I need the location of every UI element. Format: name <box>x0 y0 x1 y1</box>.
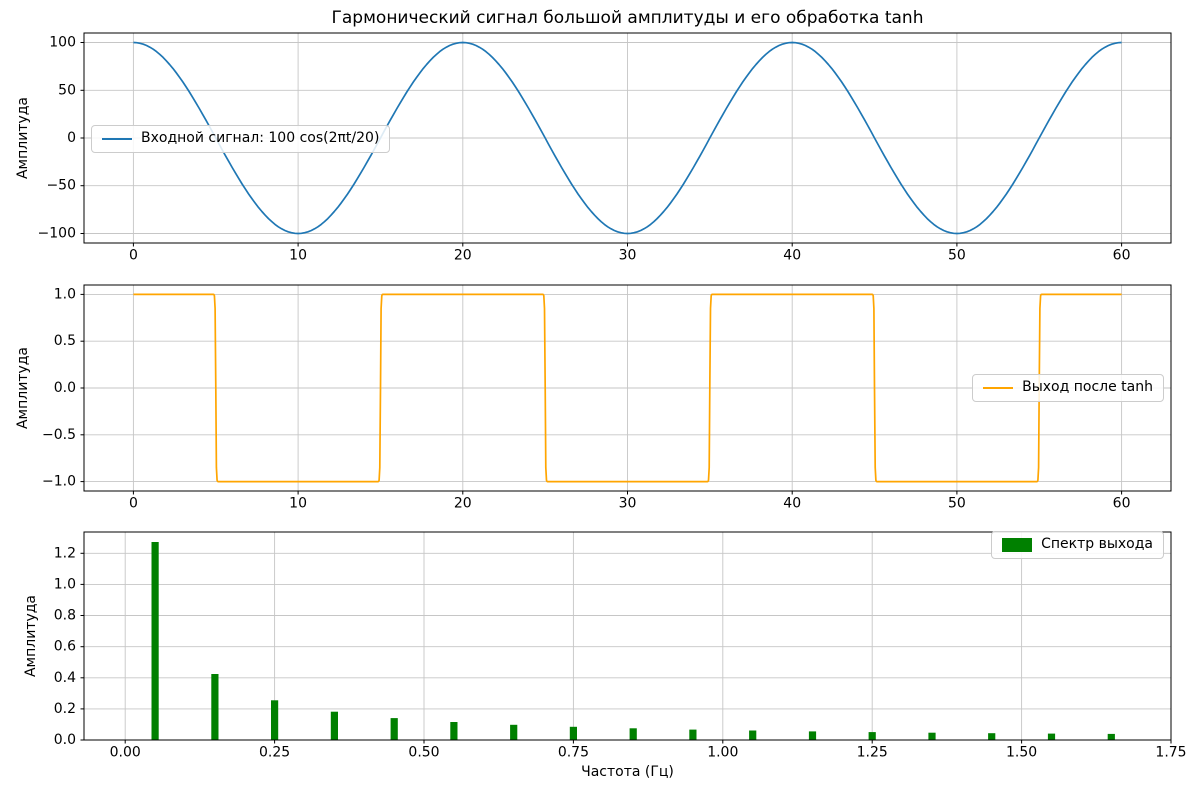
spectrum-bar <box>629 728 637 740</box>
y-tick-label: 1.0 <box>54 576 76 592</box>
spectrum-bar <box>988 733 996 740</box>
legend-patch-swatch <box>1002 537 1033 552</box>
x-tick-label: 0.75 <box>558 745 589 761</box>
subplot-output-spectrum: 0.00 0.25 0.50 0.75 1.00 1.25 1.50 1.75 0.0 0.2 0.… <box>54 531 1187 761</box>
y-tick-label: −0.5 <box>42 427 76 443</box>
spectrum-bar <box>1107 733 1115 740</box>
y-axis-label-spectrum: Амплитуда <box>23 594 39 678</box>
legend-spectrum: Спектр выхода <box>991 531 1164 559</box>
axes-spines <box>83 531 1172 741</box>
x-tick-label: 10 <box>289 496 307 512</box>
y-tick-label: 0.0 <box>54 380 76 396</box>
legend-label-spectrum: Спектр выхода <box>1041 536 1153 552</box>
subplot-input-signal: 0 10 20 30 40 50 60 100 50 0 −50 −100 <box>38 32 1172 264</box>
y-tick-label: −1.0 <box>42 474 76 490</box>
x-tick-label: 0 <box>129 248 138 264</box>
spectrum-bar <box>689 729 697 740</box>
y-tick-label: 1.0 <box>54 286 76 302</box>
y-tick-label: 0.6 <box>54 639 76 655</box>
spectrum-bar <box>211 674 219 740</box>
x-tick-label: 0.25 <box>259 745 290 761</box>
y-tick-label: 0 <box>67 130 76 146</box>
x-tick-label: 1.25 <box>857 745 888 761</box>
spectrum-bar <box>868 732 876 740</box>
spectrum-bar <box>151 542 159 740</box>
y-axis-label-output: Амплитуда <box>15 346 31 430</box>
legend-input-signal: Входной сигнал: 100 cos(2πt/20) <box>91 125 391 153</box>
y-tick-label: 1.2 <box>54 545 76 561</box>
x-tick-label: 1.75 <box>1155 745 1186 761</box>
x-tick-label: 50 <box>948 496 966 512</box>
x-tick-label: 0 <box>129 496 138 512</box>
x-tick-label: 60 <box>1113 496 1131 512</box>
spectrum-bar <box>1047 733 1056 740</box>
spectrum-bar <box>330 711 338 740</box>
spectrum-bar <box>390 718 398 740</box>
y-axis-label-input: Амплитуда <box>15 96 31 180</box>
y-tick-label: 100 <box>49 35 76 51</box>
spectrum-bar <box>808 731 817 740</box>
series-line <box>133 293 1122 483</box>
legend-tanh-output: Выход после tanh <box>972 374 1164 402</box>
y-tick-label: −100 <box>38 226 76 242</box>
legend-label-input: Входной сигнал: 100 cos(2πt/20) <box>141 130 380 146</box>
x-tick-label: 20 <box>454 248 472 264</box>
y-tick-label: 0.0 <box>54 732 76 748</box>
x-tick-label: 0.50 <box>408 745 439 761</box>
y-tick-label: 0.4 <box>54 670 76 686</box>
x-tick-label: 1.00 <box>707 745 738 761</box>
x-tick-label: 20 <box>454 496 472 512</box>
spectrum-bar <box>569 726 577 740</box>
chart-title: Гармонический сигнал большой амплитуды и… <box>331 8 924 28</box>
subplot-tanh-output: 0 10 20 30 40 50 60 1.0 0.5 0.0 −0.5 −1.0 <box>42 284 1172 512</box>
spectrum-bar <box>450 722 458 740</box>
x-tick-label: 10 <box>289 248 307 264</box>
series-line <box>133 41 1122 235</box>
x-tick-label: 40 <box>783 248 801 264</box>
y-tick-label: 50 <box>58 82 76 98</box>
y-tick-label: 0.8 <box>54 608 76 624</box>
legend-line-swatch <box>102 137 132 140</box>
x-tick-label: 1.50 <box>1006 745 1037 761</box>
x-tick-label: 30 <box>619 496 637 512</box>
x-tick-label: 60 <box>1113 248 1131 264</box>
x-tick-label: 0.00 <box>110 745 141 761</box>
x-tick-label: 50 <box>948 248 966 264</box>
spectrum-bar <box>510 724 518 740</box>
spectrum-bar <box>928 732 936 740</box>
y-tick-label: 0.2 <box>54 701 76 717</box>
x-tick-label: 30 <box>619 248 637 264</box>
legend-label-output: Выход после tanh <box>1022 379 1153 395</box>
legend-line-swatch <box>983 386 1014 389</box>
x-tick-label: 40 <box>783 496 801 512</box>
x-axis-label-frequency: Частота (Гц) <box>581 764 674 780</box>
y-tick-label: −50 <box>46 178 76 194</box>
spectrum-bar <box>749 730 757 740</box>
spectrum-bar <box>271 700 279 740</box>
y-tick-label: 0.5 <box>54 333 76 349</box>
